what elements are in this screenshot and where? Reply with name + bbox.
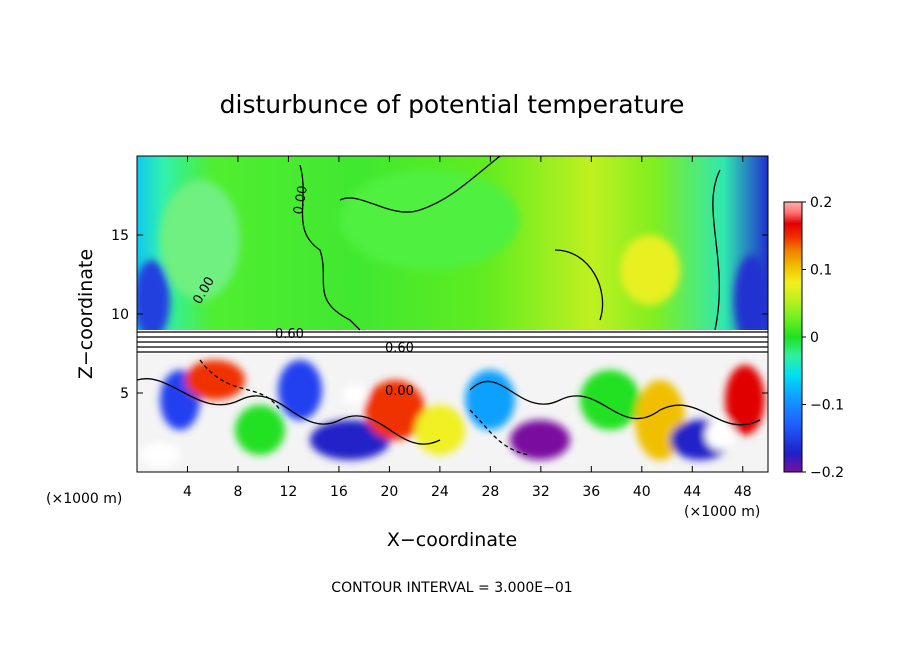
contour-interval-note: CONTOUR INTERVAL = 3.000E−01 <box>331 580 572 596</box>
contour-label: 0.00 <box>385 384 414 399</box>
x-axis-unit-right: (×1000 m) <box>684 504 760 520</box>
y-tick-label: 15 <box>111 228 129 244</box>
x-axis-ticks: 4 8 12 16 20 24 28 32 36 40 44 48 <box>183 156 752 500</box>
colorbar-tick-label: 0.1 <box>810 263 832 279</box>
chart-title: disturbunce of potential temperature <box>220 90 685 119</box>
upper-field-shading <box>137 170 768 345</box>
colorbar-tick-label: 0.2 <box>810 195 832 211</box>
y-tick-label: 5 <box>120 386 129 402</box>
contour-lines <box>137 156 768 456</box>
x-tick-label: 36 <box>582 484 600 500</box>
contour-label: 0.00 <box>291 185 311 216</box>
contour-label: 0.60 <box>385 341 414 356</box>
y-tick-label: 10 <box>111 307 129 323</box>
x-axis-unit-left: (×1000 m) <box>46 491 122 507</box>
x-tick-label: 12 <box>280 484 298 500</box>
x-tick-label: 8 <box>233 484 242 500</box>
lower-field-shading <box>140 360 765 467</box>
plot-area: 0.60 0.60 0.00 0.00 0.00 <box>137 156 768 472</box>
x-tick-label: 20 <box>380 484 398 500</box>
x-tick-label: 44 <box>683 484 701 500</box>
x-tick-label: 4 <box>183 484 192 500</box>
contour-label: 0.60 <box>275 327 304 342</box>
colorbar-ticks: 0.2 0.1 0 −0.1 −0.2 <box>802 195 844 481</box>
x-axis-label: X−coordinate <box>387 529 517 551</box>
colorbar-tick-label: −0.2 <box>810 465 844 481</box>
x-tick-label: 16 <box>330 484 348 500</box>
colorbar-tick-label: −0.1 <box>810 398 844 414</box>
x-tick-label: 40 <box>633 484 651 500</box>
colorbar-tick-label: 0 <box>810 330 819 346</box>
x-tick-label: 28 <box>481 484 499 500</box>
y-axis-label: Z−coordinate <box>75 249 97 379</box>
y-axis-ticks: 5 10 15 <box>111 228 768 402</box>
x-tick-label: 48 <box>734 484 752 500</box>
x-tick-label: 32 <box>532 484 550 500</box>
x-tick-label: 24 <box>431 484 449 500</box>
colorbar <box>783 201 803 473</box>
